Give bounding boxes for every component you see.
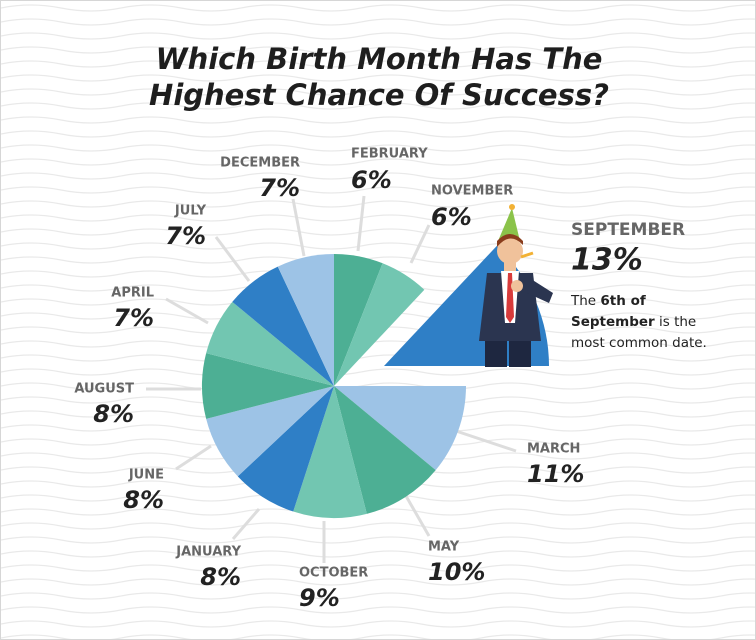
value-label: 9% [299, 584, 340, 612]
category-label: APRIL [111, 286, 154, 301]
pie-slice [334, 254, 383, 386]
value-label: 6% [431, 203, 472, 231]
pie-slice [232, 266, 334, 386]
category-label: AUGUST [74, 382, 134, 397]
annotation-text: is the most common date. [571, 314, 707, 351]
value-label: 6% [351, 166, 392, 194]
leader-lines [146, 195, 517, 563]
value-label: 7% [259, 174, 300, 202]
value-label: 7% [113, 304, 154, 332]
category-label: SEPTEMBER [571, 220, 685, 240]
annotation-bold: 6th of September [571, 293, 655, 330]
category-label: DECEMBER [220, 156, 300, 171]
labels: FEBRUARY 6% NOVEMBER 6% SEPTEMBER 13% MARCH 11%… [74, 147, 685, 613]
category-label: JANUARY [175, 545, 241, 560]
pie-slice [277, 254, 334, 386]
category-label: MAY [428, 540, 460, 555]
person-illustration [479, 204, 553, 367]
value-label: 11% [527, 460, 584, 488]
annotation-text: The [571, 293, 597, 309]
pie-slice [334, 386, 466, 471]
pie-slice [293, 386, 367, 518]
chart-title: Which Birth Month Has The Highest Chance… [149, 42, 609, 112]
value-label: 13% [571, 243, 643, 278]
category-label: OCTOBER [299, 566, 368, 581]
pie-slice [206, 301, 334, 386]
value-label: 8% [123, 486, 164, 514]
category-label: JUNE [128, 468, 164, 483]
category-label: JULY [174, 204, 207, 219]
pie-slice [237, 386, 334, 512]
annotation: The 6th of September is the most common … [571, 291, 731, 354]
category-label: FEBRUARY [351, 147, 428, 162]
value-label: 10% [428, 558, 485, 586]
pie-slice [334, 263, 425, 386]
value-label: 8% [200, 563, 241, 591]
pie-slice [334, 386, 436, 514]
value-label: 8% [93, 400, 134, 428]
value-label: 7% [165, 222, 206, 250]
pie-slice [201, 353, 334, 419]
category-label: NOVEMBER [431, 184, 513, 199]
pie-slice [206, 386, 334, 477]
category-label: MARCH [527, 442, 580, 457]
